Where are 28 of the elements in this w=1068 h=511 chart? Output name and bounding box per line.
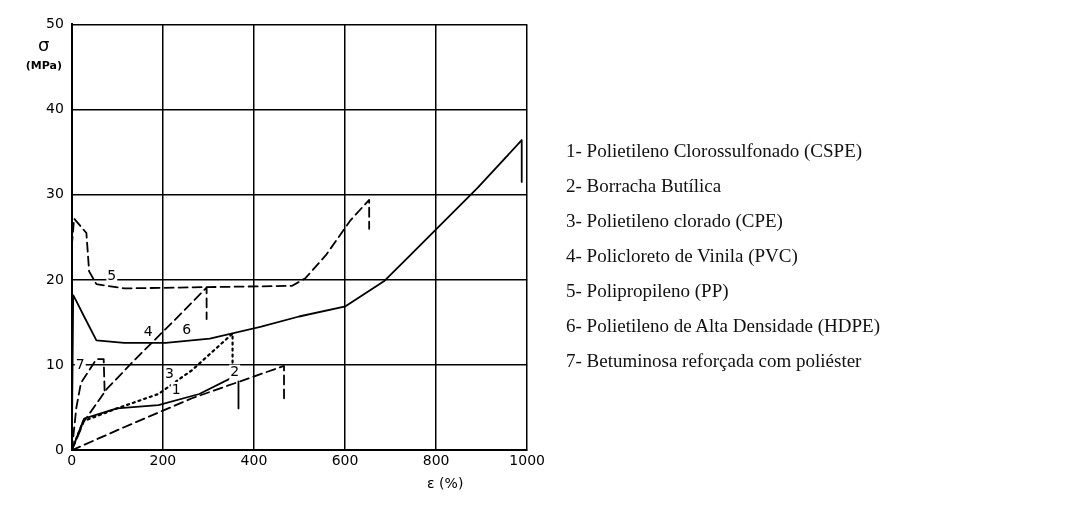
y-axis-title: σ (MPa) xyxy=(25,34,62,73)
text: 7- Betuminosa reforçada com poliéster xyxy=(566,349,863,373)
series-label: 4 xyxy=(143,323,153,340)
series-label: 5 xyxy=(107,267,117,284)
text: 4- Policloreto de Vinila (PVC) xyxy=(566,244,799,268)
series-label: 2 xyxy=(230,363,240,380)
y-tick-label: 20 xyxy=(45,270,64,287)
text: 1- Polietileno Clorossulfonado (CSPE) xyxy=(566,139,864,163)
text: 3- Polietileno clorado (CPE) xyxy=(566,209,784,233)
x-tick-label: 400 xyxy=(240,452,268,469)
x-tick-label: 800 xyxy=(422,452,450,469)
series-label: 1 xyxy=(171,380,181,397)
y-tick-label: 10 xyxy=(45,355,64,372)
y-tick-label: 50 xyxy=(45,15,64,32)
text: 2- Borracha Butílica xyxy=(566,174,723,198)
series-label: 7 xyxy=(75,356,85,373)
y-tick-label: 30 xyxy=(45,185,64,202)
x-tick-label: 600 xyxy=(331,452,359,469)
x-axis-title: ε (%) xyxy=(427,474,464,491)
text: 5- Polipropileno (PP) xyxy=(566,279,730,303)
y-tick-label: 0 xyxy=(54,440,64,457)
x-tick-label: 1000 xyxy=(509,452,546,469)
text: 6- Polietileno de Alta Densidade (HDPE) xyxy=(566,314,880,338)
x-tick-label: 0 xyxy=(67,452,77,469)
x-tick-label: 200 xyxy=(149,452,177,469)
series-label: 6 xyxy=(182,321,192,338)
y-tick-label: 40 xyxy=(45,100,64,117)
series-label: 3 xyxy=(164,364,174,381)
